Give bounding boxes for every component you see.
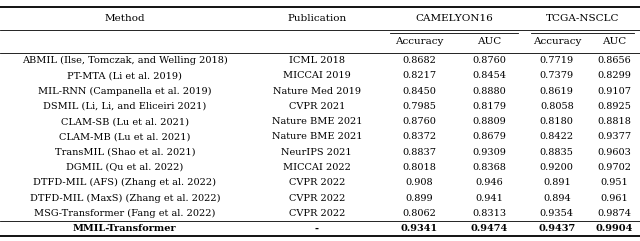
Text: 0.951: 0.951 bbox=[600, 178, 628, 187]
Text: 0.9107: 0.9107 bbox=[597, 87, 632, 96]
Text: CVPR 2022: CVPR 2022 bbox=[289, 178, 345, 187]
Text: ABMIL (Ilse, Tomczak, and Welling 2018): ABMIL (Ilse, Tomczak, and Welling 2018) bbox=[22, 56, 228, 65]
Text: 0.9377: 0.9377 bbox=[597, 133, 632, 141]
Text: 0.8760: 0.8760 bbox=[473, 56, 506, 65]
Text: CLAM-SB (Lu et al. 2021): CLAM-SB (Lu et al. 2021) bbox=[61, 117, 189, 126]
Text: 0.8313: 0.8313 bbox=[472, 209, 507, 218]
Text: PT-MTA (Li et al. 2019): PT-MTA (Li et al. 2019) bbox=[67, 71, 182, 80]
Text: 0.9904: 0.9904 bbox=[596, 224, 633, 233]
Text: 0.891: 0.891 bbox=[543, 178, 571, 187]
Text: 0.9702: 0.9702 bbox=[597, 163, 632, 172]
Text: Accuracy: Accuracy bbox=[395, 37, 444, 46]
Text: 0.8018: 0.8018 bbox=[403, 163, 436, 172]
Text: 0.8450: 0.8450 bbox=[403, 87, 436, 96]
Text: 0.8809: 0.8809 bbox=[473, 117, 506, 126]
Text: 0.8180: 0.8180 bbox=[540, 117, 573, 126]
Text: 0.941: 0.941 bbox=[476, 194, 504, 202]
Text: 0.9341: 0.9341 bbox=[401, 224, 438, 233]
Text: CVPR 2021: CVPR 2021 bbox=[289, 102, 345, 111]
Text: DTFD-MIL (MaxS) (Zhang et al. 2022): DTFD-MIL (MaxS) (Zhang et al. 2022) bbox=[29, 194, 220, 203]
Text: 0.7379: 0.7379 bbox=[540, 71, 574, 80]
Text: TCGA-NSCLC: TCGA-NSCLC bbox=[546, 14, 619, 23]
Text: 0.8422: 0.8422 bbox=[540, 133, 574, 141]
Text: DSMIL (Li, Li, and Eliceiri 2021): DSMIL (Li, Li, and Eliceiri 2021) bbox=[43, 102, 207, 111]
Text: MMIL-Transformer: MMIL-Transformer bbox=[73, 224, 177, 233]
Text: 0.8619: 0.8619 bbox=[540, 87, 573, 96]
Text: 0.899: 0.899 bbox=[405, 194, 433, 202]
Text: MIL-RNN (Campanella et al. 2019): MIL-RNN (Campanella et al. 2019) bbox=[38, 87, 212, 96]
Text: 0.8062: 0.8062 bbox=[403, 209, 436, 218]
Text: MICCAI 2022: MICCAI 2022 bbox=[283, 163, 351, 172]
Text: Method: Method bbox=[104, 14, 145, 23]
Text: 0.9874: 0.9874 bbox=[597, 209, 632, 218]
Text: AUC: AUC bbox=[477, 37, 502, 46]
Text: 0.9354: 0.9354 bbox=[540, 209, 574, 218]
Text: 0.8179: 0.8179 bbox=[472, 102, 507, 111]
Text: 0.8372: 0.8372 bbox=[402, 133, 436, 141]
Text: CAMELYON16: CAMELYON16 bbox=[415, 14, 493, 23]
Text: Nature Med 2019: Nature Med 2019 bbox=[273, 87, 361, 96]
Text: DTFD-MIL (AFS) (Zhang et al. 2022): DTFD-MIL (AFS) (Zhang et al. 2022) bbox=[33, 178, 216, 187]
Text: 0.9474: 0.9474 bbox=[471, 224, 508, 233]
Text: Nature BME 2021: Nature BME 2021 bbox=[271, 133, 362, 141]
Text: 0.8679: 0.8679 bbox=[473, 133, 506, 141]
Text: 0.9437: 0.9437 bbox=[538, 224, 575, 233]
Text: CLAM-MB (Lu et al. 2021): CLAM-MB (Lu et al. 2021) bbox=[59, 133, 191, 141]
Text: 0.8299: 0.8299 bbox=[598, 71, 631, 80]
Text: 0.7985: 0.7985 bbox=[403, 102, 436, 111]
Text: 0.8682: 0.8682 bbox=[403, 56, 436, 65]
Text: 0.946: 0.946 bbox=[476, 178, 504, 187]
Text: 0.9200: 0.9200 bbox=[540, 163, 573, 172]
Text: 0.9603: 0.9603 bbox=[598, 148, 631, 157]
Text: MSG-Transformer (Fang et al. 2022): MSG-Transformer (Fang et al. 2022) bbox=[34, 209, 216, 218]
Text: 0.908: 0.908 bbox=[405, 178, 433, 187]
Text: 0.961: 0.961 bbox=[600, 194, 628, 202]
Text: 0.8880: 0.8880 bbox=[473, 87, 506, 96]
Text: MICCAI 2019: MICCAI 2019 bbox=[283, 71, 351, 80]
Text: ICML 2018: ICML 2018 bbox=[289, 56, 345, 65]
Text: 0.9309: 0.9309 bbox=[473, 148, 506, 157]
Text: 0.7719: 0.7719 bbox=[540, 56, 574, 65]
Text: 0.8835: 0.8835 bbox=[540, 148, 573, 157]
Text: DGMIL (Qu et al. 2022): DGMIL (Qu et al. 2022) bbox=[66, 163, 184, 172]
Text: 0.8368: 0.8368 bbox=[473, 163, 506, 172]
Text: 0.8454: 0.8454 bbox=[472, 71, 507, 80]
Text: NeurIPS 2021: NeurIPS 2021 bbox=[282, 148, 352, 157]
Text: 0.8760: 0.8760 bbox=[403, 117, 436, 126]
Text: 0.8818: 0.8818 bbox=[598, 117, 631, 126]
Text: 0.8925: 0.8925 bbox=[598, 102, 631, 111]
Text: Publication: Publication bbox=[287, 14, 346, 23]
Text: Accuracy: Accuracy bbox=[532, 37, 581, 46]
Text: 0.894: 0.894 bbox=[543, 194, 571, 202]
Text: -: - bbox=[315, 224, 319, 233]
Text: 0.8656: 0.8656 bbox=[598, 56, 631, 65]
Text: Nature BME 2021: Nature BME 2021 bbox=[271, 117, 362, 126]
Text: CVPR 2022: CVPR 2022 bbox=[289, 194, 345, 202]
Text: TransMIL (Shao et al. 2021): TransMIL (Shao et al. 2021) bbox=[54, 148, 195, 157]
Text: AUC: AUC bbox=[602, 37, 627, 46]
Text: 0.8217: 0.8217 bbox=[402, 71, 436, 80]
Text: CVPR 2022: CVPR 2022 bbox=[289, 209, 345, 218]
Text: 0.8837: 0.8837 bbox=[402, 148, 436, 157]
Text: 0.8058: 0.8058 bbox=[540, 102, 573, 111]
